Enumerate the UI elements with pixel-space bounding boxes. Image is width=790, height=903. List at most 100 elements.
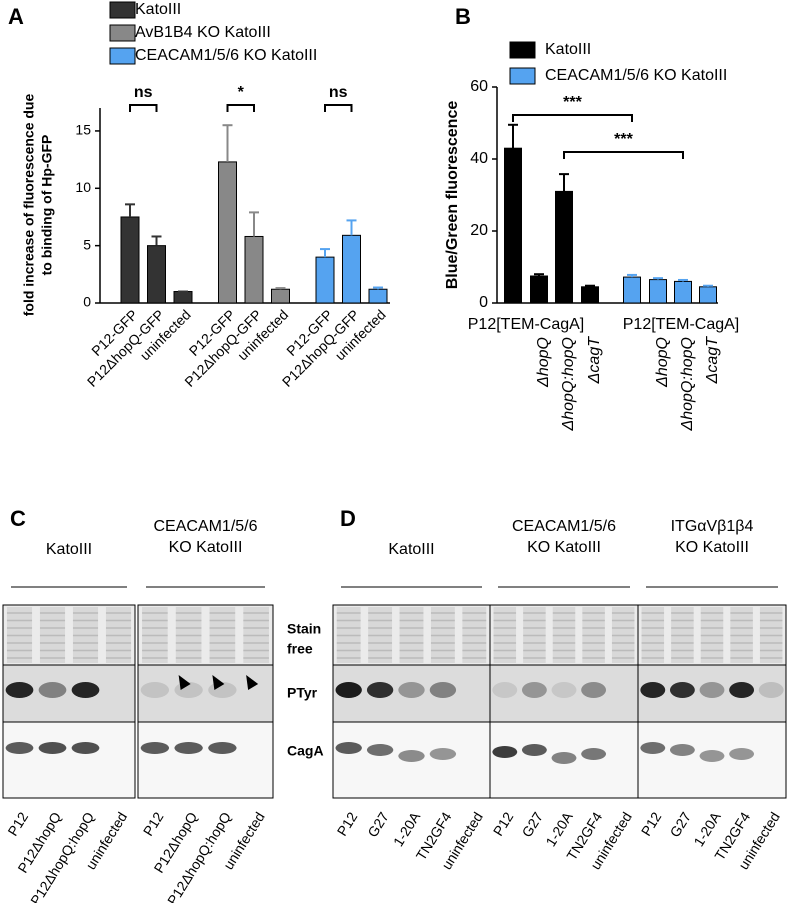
bar bbox=[120, 216, 140, 304]
y-axis-label: Blue/Green fluorescence bbox=[444, 101, 461, 290]
error-bar bbox=[534, 273, 544, 276]
ptyr-band bbox=[429, 682, 457, 698]
caga-band bbox=[38, 742, 67, 754]
blot-ptyr bbox=[490, 665, 638, 722]
group-label: KatoIII bbox=[46, 541, 92, 558]
ptyr-band bbox=[5, 682, 34, 698]
ptyr-band bbox=[758, 682, 784, 698]
group-label: CEACAM1/5/6 bbox=[153, 518, 257, 535]
panel-label: B bbox=[455, 4, 471, 29]
bar bbox=[555, 190, 573, 304]
ptyr-band bbox=[38, 682, 67, 698]
legend-swatch bbox=[109, 47, 136, 65]
y-axis-label: fold increase of fluorescence due bbox=[21, 94, 37, 317]
lane-label: G27 bbox=[518, 809, 546, 840]
ptyr-band bbox=[729, 682, 755, 698]
bar bbox=[271, 288, 290, 304]
arrowhead bbox=[212, 675, 225, 690]
caga-band bbox=[492, 746, 518, 758]
legend-label: AvB1B4 KO KatoIII bbox=[135, 24, 271, 41]
significance-bracket bbox=[512, 114, 633, 122]
group-label: ITGαVβ1β4 bbox=[671, 518, 754, 535]
blot-frame bbox=[137, 721, 274, 799]
error-bar bbox=[678, 278, 688, 282]
arrowhead bbox=[178, 675, 191, 690]
y-tick-label: 20 bbox=[470, 222, 488, 239]
caga-band bbox=[335, 742, 362, 754]
bar bbox=[368, 288, 388, 304]
lane-label: 1-20A bbox=[390, 809, 424, 850]
legend-label: CEACAM1/5/6 KO KatoIII bbox=[545, 67, 727, 84]
blot-frame bbox=[2, 721, 136, 799]
lane-label: G27 bbox=[364, 809, 392, 840]
caga-band bbox=[640, 742, 666, 754]
significance-label: *** bbox=[563, 94, 582, 111]
legend-swatch bbox=[509, 41, 536, 59]
error-bar bbox=[373, 286, 383, 290]
error-bar bbox=[125, 203, 135, 217]
x-tick-label: ΔcagT bbox=[586, 336, 603, 385]
caga-band bbox=[174, 742, 203, 754]
bar bbox=[147, 245, 166, 304]
bar bbox=[530, 275, 548, 304]
group-label: KO KatoIII bbox=[527, 539, 601, 556]
panel-label: A bbox=[8, 4, 24, 29]
legend-label: KatoIII bbox=[545, 41, 591, 58]
error-bar bbox=[653, 277, 663, 280]
error-bar bbox=[559, 173, 569, 192]
y-tick-label: 10 bbox=[75, 179, 91, 195]
significance-label: ns bbox=[329, 84, 348, 101]
caga-band bbox=[208, 742, 237, 754]
ptyr-band bbox=[366, 682, 394, 698]
legend-swatch bbox=[509, 67, 536, 85]
x-tick-label: ΔhopQ bbox=[654, 337, 671, 388]
ptyr-band bbox=[492, 682, 518, 698]
ptyr-band bbox=[140, 682, 170, 698]
bar bbox=[504, 147, 522, 304]
row-label: free bbox=[287, 641, 313, 657]
significance-label: *** bbox=[614, 131, 633, 148]
legend-label: CEACAM1/5/6 KO KatoIII bbox=[135, 47, 317, 64]
panel-label: D bbox=[340, 506, 356, 531]
y-axis-label: to binding of Hp-GFP bbox=[39, 135, 55, 276]
bar bbox=[342, 234, 361, 304]
group-label: KO KatoIII bbox=[169, 539, 243, 556]
lane-label: P12 bbox=[638, 809, 665, 839]
bar bbox=[173, 291, 193, 304]
bar bbox=[649, 279, 667, 304]
bar bbox=[623, 276, 641, 304]
error-bar bbox=[346, 219, 357, 236]
ptyr-band bbox=[398, 682, 425, 698]
ptyr-band bbox=[669, 682, 695, 698]
blot-frame bbox=[637, 721, 787, 799]
group-label: KO KatoIII bbox=[675, 539, 749, 556]
ptyr-band bbox=[551, 682, 577, 698]
x-tick-label: ΔhopQ bbox=[535, 337, 552, 388]
error-bar bbox=[703, 284, 713, 287]
y-tick-label: 0 bbox=[83, 294, 91, 310]
x-tick-label: ΔhopQ:hopQ bbox=[560, 337, 577, 431]
error-bar bbox=[275, 287, 286, 290]
row-label: CagA bbox=[287, 743, 324, 759]
error-bar bbox=[508, 123, 518, 149]
error-bar bbox=[249, 211, 259, 237]
bar bbox=[699, 286, 717, 304]
lane-label: P12 bbox=[4, 809, 31, 839]
bar bbox=[581, 286, 599, 304]
y-tick-label: 0 bbox=[479, 294, 488, 311]
bar bbox=[244, 235, 264, 304]
caga-band bbox=[581, 748, 607, 760]
error-bar bbox=[151, 235, 162, 246]
x-tick-label: P12[TEM-CagA] bbox=[468, 316, 584, 333]
row-label: PTyr bbox=[287, 685, 318, 701]
x-tick-label: ΔhopQ:hopQ bbox=[679, 337, 696, 431]
significance-bracket bbox=[129, 104, 158, 112]
ptyr-band bbox=[581, 682, 607, 698]
y-tick-label: 5 bbox=[83, 236, 91, 252]
significance-bracket bbox=[563, 151, 684, 159]
caga-band bbox=[5, 742, 34, 754]
caga-band bbox=[71, 742, 100, 754]
lane-label: G27 bbox=[666, 809, 694, 840]
panel-label: C bbox=[10, 506, 26, 531]
